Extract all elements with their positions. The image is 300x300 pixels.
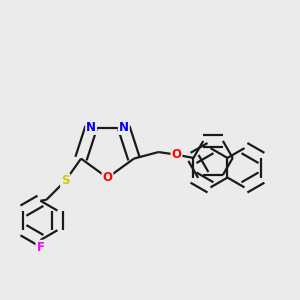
Text: F: F: [37, 241, 44, 254]
Text: O: O: [103, 171, 112, 184]
Text: S: S: [61, 174, 70, 187]
Text: O: O: [171, 148, 182, 161]
Text: N: N: [119, 121, 129, 134]
Text: N: N: [86, 121, 96, 134]
